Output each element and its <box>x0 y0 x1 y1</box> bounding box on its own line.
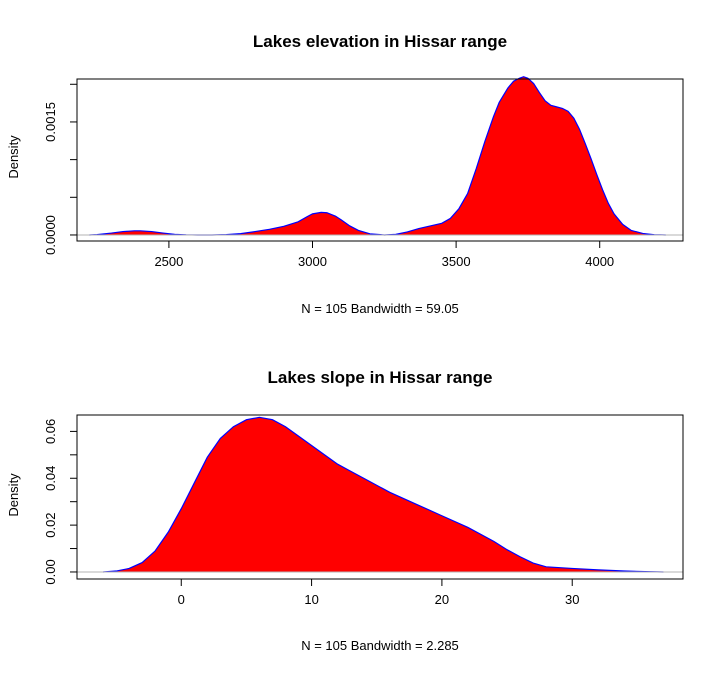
elevation-x-tick-label: 3000 <box>298 254 327 269</box>
elevation-x-axis-label: N = 105 Bandwidth = 59.05 <box>301 301 459 316</box>
elevation-x-tick-label: 2500 <box>154 254 183 269</box>
elevation-y-tick-label: 0.0015 <box>43 102 58 142</box>
slope-density-line <box>103 416 664 573</box>
slope-plot-box <box>76 414 684 580</box>
elevation-chart-title: Lakes elevation in Hissar range <box>253 32 507 51</box>
elevation-y-tick-label: 0.0000 <box>43 215 58 255</box>
elevation-density-series-layer <box>89 76 666 236</box>
slope-x-tick-label: 0 <box>178 592 185 607</box>
slope-density-area <box>103 417 664 572</box>
slope-y-tick-label: 0.00 <box>43 559 58 584</box>
slope-x-axis-label: N = 105 Bandwidth = 2.285 <box>301 638 459 653</box>
slope-density-panel: Lakes slope in Hissar range Density N = … <box>6 368 684 653</box>
elevation-x-tick-label: 3500 <box>442 254 471 269</box>
slope-x-tick-label: 20 <box>435 592 449 607</box>
elevation-x-tick-label: 4000 <box>585 254 614 269</box>
elevation-axes-layer: 2500 3000 3500 4000 0.0000 0.0015 <box>43 83 683 269</box>
slope-chart-title: Lakes slope in Hissar range <box>268 368 493 387</box>
elevation-plot-box <box>76 78 684 242</box>
elevation-y-axis-label: Density <box>6 135 21 179</box>
slope-y-axis-label: Density <box>6 473 21 517</box>
slope-y-tick-label: 0.02 <box>43 512 58 537</box>
slope-y-tick-label: 0.06 <box>43 419 58 444</box>
slope-density-series-layer <box>103 416 664 573</box>
slope-x-tick-label: 10 <box>304 592 318 607</box>
elevation-density-area <box>89 76 666 235</box>
elevation-density-panel: Lakes elevation in Hissar range Density … <box>6 32 684 316</box>
slope-x-tick-label: 30 <box>565 592 579 607</box>
slope-y-tick-label: 0.04 <box>43 466 58 491</box>
slope-axes-layer: 0 10 20 30 0.00 0.02 0.04 0.06 <box>43 419 683 607</box>
